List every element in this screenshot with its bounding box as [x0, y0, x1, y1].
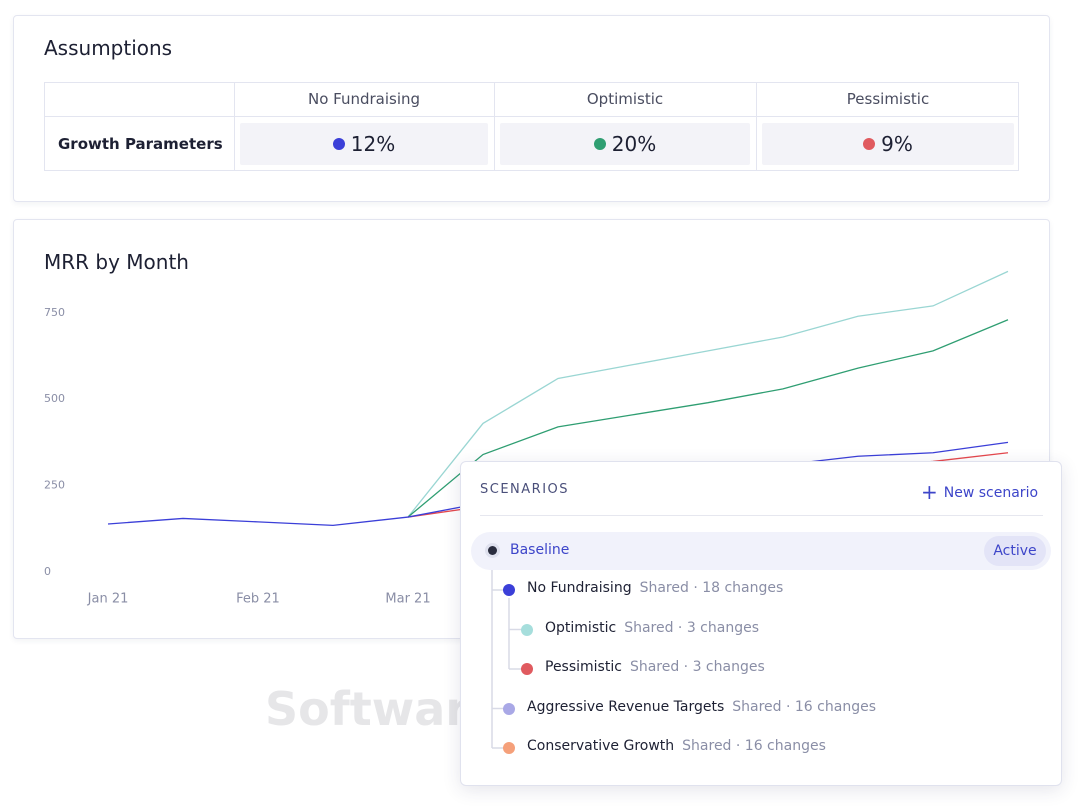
column-header: Pessimistic [846, 90, 930, 108]
chart-title: MRR by Month [44, 250, 189, 274]
button-label: New scenario [943, 485, 1039, 501]
new-scenario-button[interactable]: + New scenario [921, 480, 1038, 504]
scenario-name: No Fundraising [527, 580, 632, 596]
scenarios-popup: SCENARIOS + New scenario Baseline Active No… [460, 461, 1062, 786]
x-tick-label: Jan 21 [87, 592, 129, 607]
assumptions-table: No Fundraising Optimistic Pessimistic Growt… [44, 82, 1019, 171]
value-text: 12% [350, 132, 396, 156]
col-border [756, 83, 757, 170]
scenario-meta: Shared · 16 changes [682, 738, 826, 754]
y-tick-label: 250 [44, 479, 65, 492]
scenario-item: Conservative Growth Shared · 16 changes [527, 738, 826, 754]
scenario-item: No Fundraising Shared · 18 changes [527, 580, 783, 596]
value-cell: 20% [500, 123, 750, 165]
status-badge: Active [984, 536, 1046, 566]
active-row [471, 532, 1051, 570]
scenario-dot [488, 546, 497, 555]
plus-icon: + [921, 480, 938, 504]
scenario-name: Optimistic [545, 619, 617, 636]
scenario-item: Optimistic Shared · 3 changes [545, 620, 759, 636]
scenario-list: Baseline Active No Fundraising Shared · 18 … [461, 462, 1061, 785]
scenario-name: Baseline [510, 542, 570, 558]
value-cell: 12% [240, 123, 488, 165]
value-dot [863, 138, 876, 150]
scenario-meta: Shared · 16 changes [732, 698, 876, 715]
row-border [45, 116, 1018, 117]
scenario-meta: Shared · 3 changes [629, 659, 765, 675]
tree-lines [491, 570, 523, 749]
series-line [407, 319, 1009, 518]
scenario-dot [521, 623, 533, 636]
value-dot [593, 138, 606, 150]
assumptions-card: Assumptions No Fundraising Optimistic Pess… [13, 15, 1050, 202]
scenario-meta: Shared · 3 changes [624, 619, 759, 636]
popup-title: SCENARIOS [480, 482, 570, 497]
scenario-dot [503, 584, 515, 596]
scenario-item: Aggressive Revenue Targets Shared · 16 ch… [527, 699, 876, 715]
value-text: 9% [881, 132, 913, 156]
column-header: Optimistic [586, 90, 664, 108]
col-border [494, 83, 495, 170]
col-border [234, 83, 235, 170]
y-tick-label: 750 [44, 306, 65, 319]
y-tick-label: 500 [44, 392, 65, 405]
y-tick-label: 0 [44, 565, 51, 578]
scenario-dot [503, 742, 515, 754]
card-title: Assumptions [44, 36, 173, 60]
scenario-name: Pessimistic [545, 659, 622, 675]
scenario-item: Pessimistic Shared · 3 changes [545, 659, 765, 675]
scenario-meta: Shared · 18 changes [639, 580, 784, 596]
divider [480, 515, 1043, 516]
x-tick-label: Mar 21 [385, 592, 430, 607]
value-dot [332, 138, 345, 150]
scenario-name: Conservative Growth [527, 738, 675, 754]
scenario-name: Aggressive Revenue Targets [527, 698, 725, 715]
value-text: 20% [611, 132, 657, 156]
column-header: No Fundraising [307, 90, 421, 108]
x-tick-label: Feb 21 [236, 592, 280, 607]
scenario-dot [503, 702, 515, 715]
value-cell: 9% [762, 123, 1014, 165]
series-line [407, 270, 1009, 518]
row-label: Growth Parameters [58, 135, 223, 153]
scenario-dot [521, 663, 533, 675]
